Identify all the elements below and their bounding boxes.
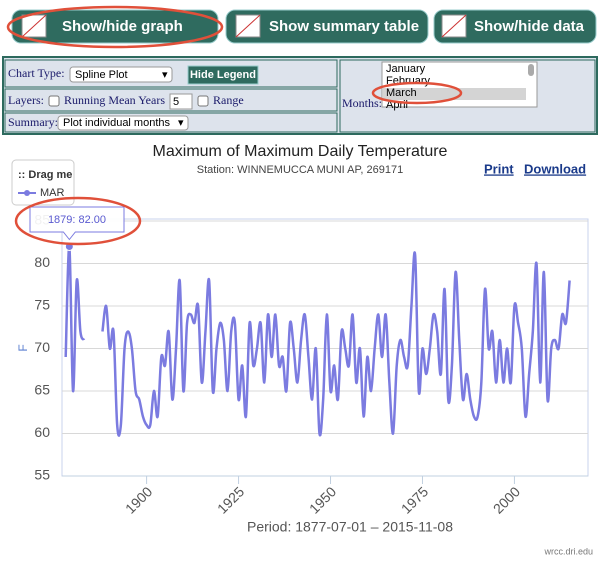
series-line <box>64 245 571 437</box>
input-value[interactable]: 5 <box>173 96 179 108</box>
select-value[interactable]: Spline Plot <box>75 69 128 81</box>
label: Months: <box>342 96 382 110</box>
scrollbar <box>528 64 534 76</box>
button-label[interactable]: Show summary table <box>269 18 419 35</box>
cell <box>4 112 338 133</box>
y-tick-label: 80 <box>34 254 50 270</box>
y-axis-label: F <box>16 344 30 351</box>
x-axis-label: Period: 1877-07-01 – 2015-11-08 <box>247 519 453 535</box>
y-tick-label: 75 <box>34 297 50 313</box>
chart-title: Maximum of Maximum Daily Temperature <box>153 143 448 160</box>
toolbar: Show/hide graph Show summary table Show/… <box>6 5 597 49</box>
select-arrow: ▾ <box>178 117 184 129</box>
x-tick-label: 1925 <box>214 483 247 516</box>
y-tick-label: 55 <box>34 467 50 483</box>
highlight <box>14 196 142 246</box>
button-label[interactable]: Show/hide data <box>474 18 585 35</box>
cell <box>4 59 338 88</box>
chart-subtitle: Station: WINNEMUCCA MUNI AP, 269171 <box>197 164 403 176</box>
button[interactable] <box>11 9 219 44</box>
button-label[interactable]: Hide Legend <box>190 69 256 81</box>
cell <box>4 88 338 112</box>
legend-marker <box>24 190 30 196</box>
y-tick-label: 65 <box>34 382 50 398</box>
y-tick-label: 70 <box>34 339 50 355</box>
y-tick-label: 60 <box>34 424 50 440</box>
legend-handle[interactable]: :: Drag me <box>18 169 72 181</box>
input[interactable] <box>169 93 193 110</box>
label: Range <box>213 93 244 107</box>
option: January <box>386 63 426 75</box>
highlight <box>371 81 463 105</box>
select-arrow: ▾ <box>162 69 168 81</box>
button-label[interactable]: Show/hide graph <box>62 18 183 35</box>
x-tick-label: 1975 <box>398 483 431 516</box>
button[interactable] <box>433 9 597 44</box>
x-tick-label: 1900 <box>122 483 155 516</box>
x-tick-label: 1950 <box>306 483 339 516</box>
checkbox[interactable] <box>197 95 209 107</box>
select-value[interactable]: Plot individual months <box>63 117 171 129</box>
label: Summary: <box>8 115 58 129</box>
option: March <box>386 87 417 99</box>
button[interactable] <box>187 65 259 85</box>
icon-line <box>441 14 467 38</box>
x-tick-label: 2000 <box>490 483 523 516</box>
icon-line <box>235 14 261 38</box>
tooltip-box <box>29 206 125 241</box>
label: Layers: <box>8 93 44 107</box>
controls: Chart Type: Spline Plot ▾ Hide Legend La… <box>2 56 598 135</box>
legend-label: MAR <box>40 187 65 199</box>
link[interactable]: Download <box>524 161 586 176</box>
footer: wrcc.dri.edu <box>543 546 593 556</box>
link[interactable]: Print <box>484 161 514 176</box>
label: Chart Type: <box>8 66 65 80</box>
icon-line <box>21 14 47 38</box>
highlight <box>6 5 224 49</box>
select[interactable] <box>57 115 189 131</box>
button[interactable] <box>225 9 429 44</box>
selected-option <box>383 88 526 100</box>
label: Running Mean Years <box>64 93 165 107</box>
select[interactable] <box>69 66 173 83</box>
checkbox[interactable] <box>48 95 60 107</box>
cell <box>339 59 596 133</box>
tooltip-text: 1879: 82.00 <box>48 214 106 226</box>
